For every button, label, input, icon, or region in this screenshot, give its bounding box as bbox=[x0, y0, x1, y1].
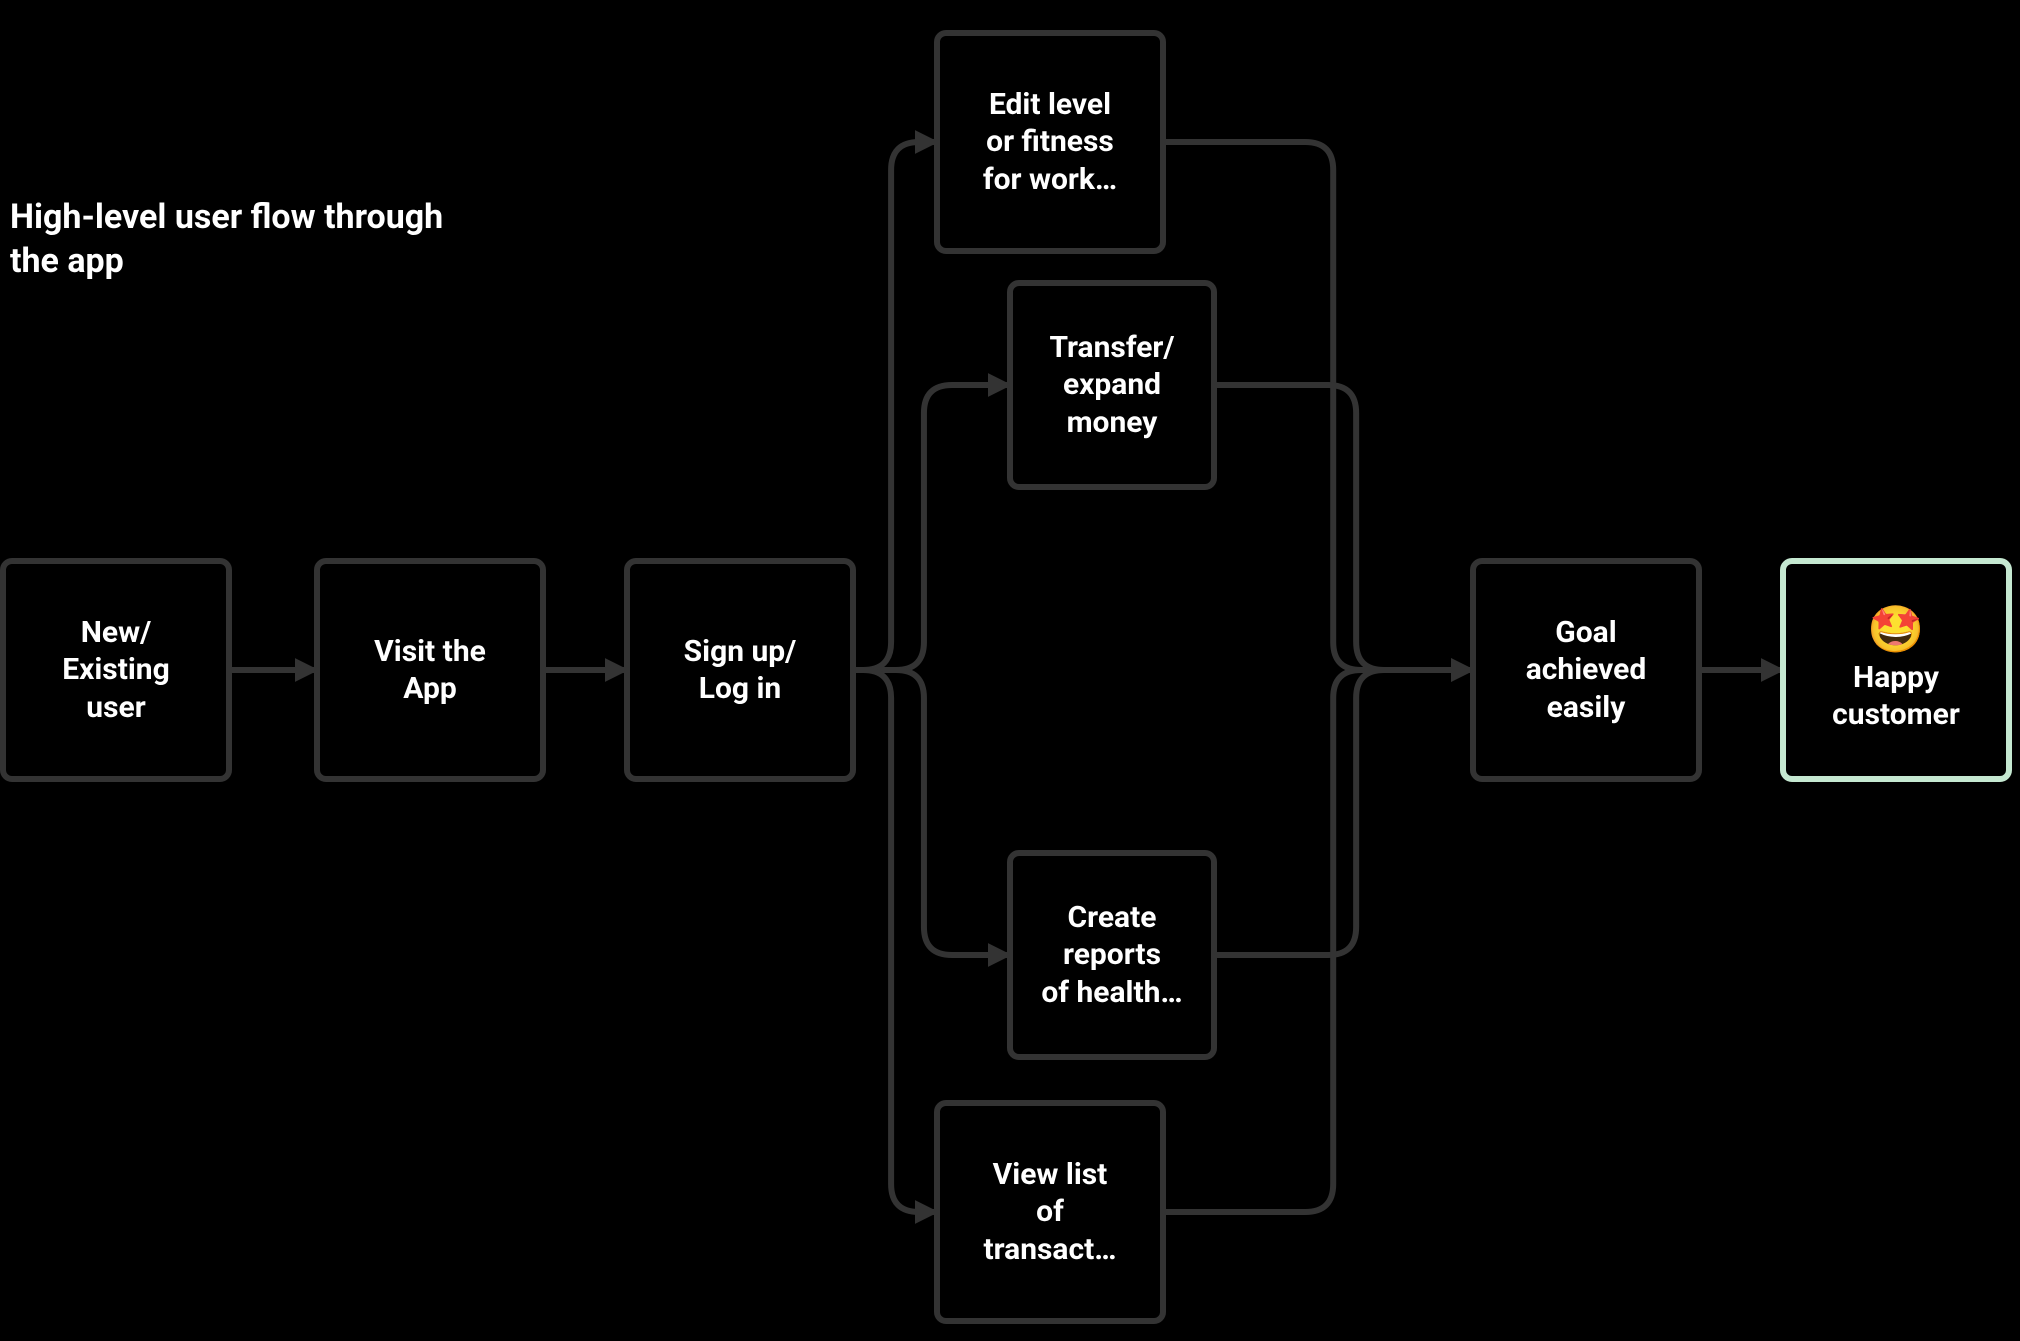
node-n1: New/Existinguser bbox=[0, 558, 232, 782]
node-n9: 🤩 Happycustomer bbox=[1780, 558, 2012, 782]
edge bbox=[856, 142, 934, 670]
edge bbox=[856, 385, 1007, 670]
node-n5: Transfer/expandmoney bbox=[1007, 280, 1217, 490]
edge bbox=[856, 670, 1007, 955]
diagram-title: High-level user flow throughthe app bbox=[10, 195, 443, 283]
node-label: Visit theApp bbox=[374, 633, 486, 708]
edge bbox=[856, 670, 934, 1212]
node-label: Createreportsof health… bbox=[1041, 899, 1182, 1012]
node-emoji: 🤩 bbox=[1867, 607, 1924, 653]
node-label: View listoftransact… bbox=[984, 1156, 1117, 1269]
edge bbox=[1217, 385, 1470, 670]
node-label: Sign up/Log in bbox=[684, 633, 797, 708]
node-n2: Visit theApp bbox=[314, 558, 546, 782]
node-label: Happycustomer bbox=[1832, 659, 1960, 734]
node-n8: Goalachievedeasily bbox=[1470, 558, 1702, 782]
node-label: New/Existinguser bbox=[62, 614, 170, 727]
flowchart-canvas: High-level user flow throughthe app New/… bbox=[0, 0, 2020, 1341]
node-n6: Createreportsof health… bbox=[1007, 850, 1217, 1060]
node-label: Transfer/expandmoney bbox=[1049, 329, 1174, 442]
node-n4: Edit levelor fitnessfor work… bbox=[934, 30, 1166, 254]
node-n7: View listoftransact… bbox=[934, 1100, 1166, 1324]
edge bbox=[1217, 670, 1470, 955]
node-label: Goalachievedeasily bbox=[1526, 614, 1647, 727]
node-label: Edit levelor fitnessfor work… bbox=[983, 86, 1117, 199]
node-n3: Sign up/Log in bbox=[624, 558, 856, 782]
